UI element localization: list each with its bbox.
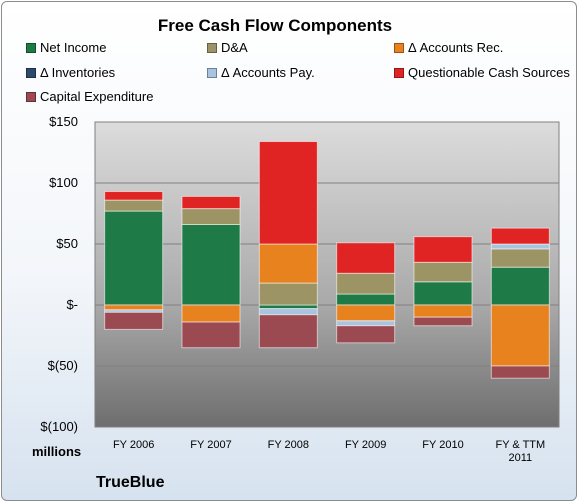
legend-item: Capital Expenditure	[26, 89, 153, 104]
legend-item: Δ Accounts Pay.	[207, 65, 315, 80]
legend-item: D&A	[207, 40, 248, 55]
units-label: millions	[32, 444, 82, 459]
bar-segment	[181, 223, 241, 306]
company-name: TrueBlue	[96, 474, 165, 491]
bar-segment	[336, 304, 396, 322]
legend-label: Δ Accounts Pay.	[221, 65, 315, 80]
bar-segment	[181, 321, 241, 349]
y-tick-label: $(50)	[47, 358, 78, 373]
legend-swatch	[26, 91, 36, 102]
legend-item: Δ Accounts Rec.	[394, 40, 503, 55]
x-tick-label: FY 2006	[112, 439, 155, 451]
legend-label: Capital Expenditure	[40, 89, 154, 104]
plot-background	[94, 121, 560, 428]
legend-label: Questionable Cash Sources	[408, 65, 570, 80]
bar-segment	[104, 191, 164, 201]
legend-swatch	[26, 67, 36, 78]
bar-segment	[104, 210, 164, 306]
y-tick-label: $(100)	[40, 419, 78, 434]
bar-segment	[104, 199, 164, 212]
y-tick-label: $100	[49, 175, 78, 190]
bar-segment	[413, 304, 473, 318]
legend-label: D&A	[221, 40, 248, 55]
bar-segment	[490, 243, 550, 250]
legend-swatch	[394, 67, 404, 78]
legend-swatch	[394, 42, 404, 53]
bar-segment	[336, 242, 396, 274]
bar-segment	[490, 248, 550, 268]
x-tick-label: FY 2010	[422, 439, 464, 451]
y-tick-label: $50	[56, 236, 78, 251]
bar-segment	[490, 266, 550, 306]
x-tick-label: FY 2009	[344, 439, 387, 451]
bar-segment	[258, 304, 318, 310]
bar-segment	[258, 282, 318, 306]
bar-segment	[413, 281, 473, 306]
y-tick-label: $150	[49, 114, 78, 129]
bar-segment	[181, 304, 241, 323]
legend-label: Δ Inventories	[40, 65, 116, 80]
bar-segment	[490, 304, 550, 367]
bar-segment	[181, 195, 241, 210]
x-tick-label: FY 2008	[267, 439, 310, 451]
bar-segment	[413, 316, 473, 327]
legend-item: Δ Inventories	[26, 65, 115, 80]
legend-item: Questionable Cash Sources	[394, 65, 570, 80]
bar-segment	[104, 311, 164, 330]
bar-segment	[258, 308, 318, 316]
bar-segment	[413, 236, 473, 263]
y-tick-label: $-	[66, 297, 78, 312]
bar-segment	[413, 261, 473, 283]
bar-segment	[104, 304, 164, 311]
legend-label: Net Income	[40, 40, 107, 55]
bar-segment	[258, 314, 318, 349]
bar-segment	[336, 320, 396, 327]
chart-title: Free Cash Flow Components	[157, 16, 393, 35]
bar-segment	[336, 325, 396, 344]
bar-segment	[490, 227, 550, 245]
x-tick-label: FY 2007	[190, 439, 232, 451]
bar-segment	[258, 141, 318, 245]
bar-segment	[258, 243, 318, 284]
bar-segment	[336, 293, 396, 306]
legend-swatch	[207, 67, 217, 78]
legend-swatch	[26, 42, 36, 53]
bar-segment	[336, 272, 396, 295]
x-tick-label: FY & TTM 2011	[495, 439, 546, 464]
bar-segment	[490, 365, 550, 379]
legend-label: Δ Accounts Rec.	[408, 40, 504, 55]
legend-item: Net Income	[26, 40, 106, 55]
legend-swatch	[207, 42, 217, 53]
bar-segment	[181, 208, 241, 225]
